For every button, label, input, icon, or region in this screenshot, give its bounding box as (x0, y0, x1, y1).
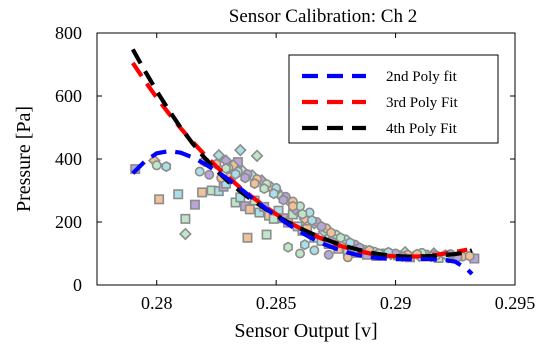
scatter-point (189, 199, 200, 210)
scatter-point (221, 162, 231, 174)
scatter-point (295, 248, 306, 259)
y-tick-label: 600 (55, 86, 82, 106)
x-axis-ticks: 0.28 0.285 0.29 0.295 (141, 33, 535, 313)
scatter-point (204, 169, 215, 180)
scatter-point (173, 189, 184, 200)
scatter-point (316, 220, 327, 232)
scatter-point (323, 249, 334, 260)
scatter-point (307, 214, 317, 226)
scatter-point (283, 241, 293, 253)
y-tick-label: 800 (55, 23, 82, 43)
scatter-point (197, 187, 208, 198)
x-axis-label: Sensor Output [v] (234, 320, 377, 342)
y-axis-ticks: 0 200 400 600 800 (55, 23, 515, 295)
legend-box (288, 54, 499, 144)
scatter-point (326, 227, 336, 239)
y-axis-label: Pressure [Pa] (13, 106, 35, 212)
scatter-point (335, 232, 346, 244)
scatter-point (250, 149, 264, 163)
scatter-point (249, 178, 260, 190)
scatter-point (230, 168, 241, 180)
scatter-point (161, 161, 172, 173)
legend: 2nd Poly fit 3rd Poly Fit 4th Poly Fit (288, 54, 499, 144)
chart-title: Sensor Calibration: Ch 2 (229, 6, 417, 27)
legend-label: 3rd Poly Fit (386, 95, 459, 111)
scatter-point (180, 213, 191, 224)
scatter-point (154, 194, 165, 205)
scatter-point (278, 194, 289, 206)
scatter-point (244, 204, 255, 215)
scatter-point (300, 239, 310, 251)
scatter-point (288, 200, 298, 212)
scatter-point (259, 183, 270, 195)
legend-label: 2nd Poly fit (386, 69, 458, 85)
y-tick-label: 400 (55, 149, 82, 169)
x-tick-label: 0.28 (141, 293, 173, 313)
y-tick-label: 200 (55, 212, 82, 232)
scatter-point (297, 208, 308, 220)
scatter-point (194, 166, 205, 177)
fit-line-2th (131, 148, 474, 276)
scatter-point (233, 143, 247, 157)
x-tick-label: 0.29 (380, 293, 412, 313)
scatter-point (464, 250, 475, 262)
fit-line-4th (130, 48, 473, 259)
scatter-point (242, 232, 253, 243)
x-tick-label: 0.295 (495, 293, 536, 313)
y-tick-label: 0 (73, 275, 82, 295)
scatter-point (309, 245, 320, 256)
scatter-markers (130, 143, 480, 264)
legend-label: 4th Poly Fit (386, 121, 458, 137)
scatter-point (151, 160, 162, 171)
x-tick-label: 0.285 (256, 293, 297, 313)
fit-curves (130, 48, 474, 276)
scatter-point (240, 172, 250, 184)
scatter-point (178, 227, 192, 241)
scatter-point (268, 188, 279, 200)
scatter-point (261, 229, 272, 240)
